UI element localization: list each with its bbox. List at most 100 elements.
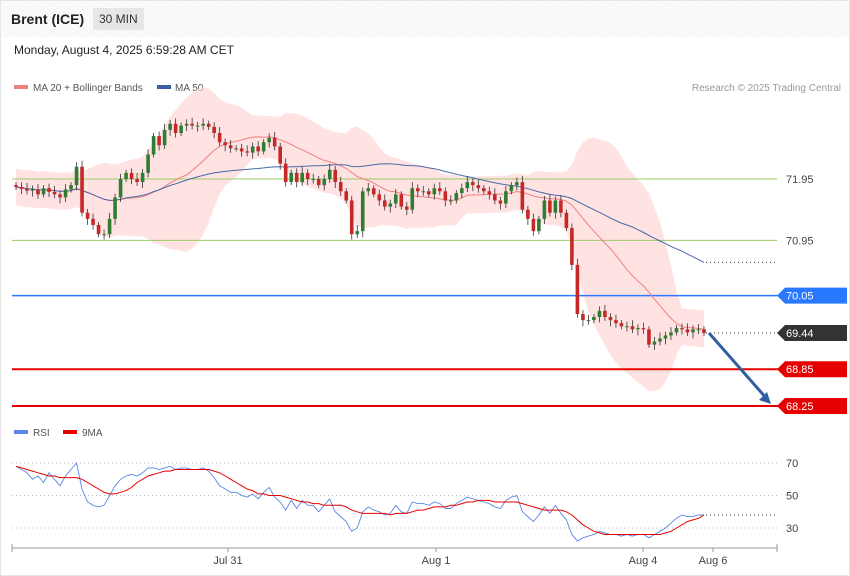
candle bbox=[41, 185, 46, 198]
candle bbox=[680, 323, 684, 335]
candle-body bbox=[685, 329, 690, 333]
candle-body bbox=[454, 193, 459, 201]
candle-body bbox=[96, 225, 101, 235]
candle bbox=[267, 133, 271, 148]
candle bbox=[663, 331, 668, 345]
instrument-title: Brent (ICE) bbox=[11, 11, 85, 27]
candle-body bbox=[421, 191, 426, 193]
candle bbox=[162, 123, 167, 150]
candle bbox=[597, 306, 602, 323]
candle-body bbox=[289, 172, 293, 183]
candle-body bbox=[256, 146, 260, 152]
candle bbox=[36, 184, 40, 199]
time-axis: Jul 31 Aug 1 Aug 4 Aug 6 bbox=[11, 544, 778, 567]
candle bbox=[30, 185, 35, 197]
candle-body bbox=[674, 328, 679, 333]
candle-body bbox=[399, 194, 404, 207]
candle bbox=[63, 184, 68, 202]
level-labels: 71.95 70.95 70.05 69.44 68.85 68.25 bbox=[777, 174, 847, 414]
candle-body bbox=[625, 326, 629, 328]
candle bbox=[366, 182, 371, 196]
x-tick-label: Aug 6 bbox=[699, 555, 728, 567]
candles bbox=[14, 117, 706, 350]
candle bbox=[25, 182, 29, 195]
candle-body bbox=[647, 329, 651, 345]
candle bbox=[421, 185, 426, 196]
arrow-shaft bbox=[707, 332, 769, 400]
candle-body bbox=[184, 123, 189, 126]
rsi-tick-label: 70 bbox=[786, 458, 798, 470]
candle bbox=[278, 142, 282, 170]
candle-body bbox=[575, 264, 580, 314]
candle bbox=[355, 225, 360, 239]
candle-body bbox=[300, 172, 305, 183]
candle-body bbox=[460, 188, 464, 194]
candle bbox=[256, 141, 260, 156]
candle bbox=[250, 142, 255, 159]
candle-body bbox=[294, 172, 299, 183]
candle-body bbox=[531, 218, 536, 232]
candle bbox=[47, 183, 51, 198]
rsi-panel: 70 50 30 bbox=[12, 458, 798, 542]
candle-body bbox=[388, 203, 393, 207]
candle bbox=[658, 332, 662, 346]
candle bbox=[498, 196, 503, 210]
candle bbox=[471, 178, 475, 192]
x-tick-label: Aug 4 bbox=[629, 555, 658, 567]
candle bbox=[316, 175, 321, 189]
candle bbox=[272, 131, 277, 151]
candle-body bbox=[217, 132, 222, 143]
candle-body bbox=[63, 189, 68, 198]
candle bbox=[58, 190, 62, 204]
candle bbox=[630, 320, 635, 334]
candle bbox=[140, 169, 145, 189]
candle bbox=[74, 162, 79, 191]
candle bbox=[449, 195, 453, 206]
candle-body bbox=[509, 185, 514, 192]
candle-body bbox=[619, 323, 624, 327]
candle-body bbox=[113, 197, 117, 219]
candle-body bbox=[702, 329, 706, 333]
header-bar: Brent (ICE) 30 MIN bbox=[1, 1, 849, 37]
candle bbox=[311, 173, 316, 184]
candle-body bbox=[360, 191, 365, 232]
candle bbox=[201, 118, 205, 131]
candle-body bbox=[234, 148, 238, 150]
candle-body bbox=[663, 335, 668, 339]
candle bbox=[289, 169, 293, 186]
level-tag-pivot bbox=[777, 287, 847, 304]
candle-body bbox=[355, 231, 360, 235]
candle-body bbox=[432, 188, 437, 195]
candle bbox=[173, 118, 178, 138]
candle-body bbox=[305, 172, 310, 179]
candle bbox=[19, 182, 24, 195]
candle bbox=[537, 215, 541, 235]
candle-body bbox=[173, 123, 178, 133]
candle-body bbox=[267, 137, 271, 143]
legend-swatch-9ma bbox=[63, 430, 77, 434]
candle-body bbox=[548, 200, 552, 213]
candle-body bbox=[493, 194, 497, 201]
rsi-tick-label: 30 bbox=[786, 523, 798, 535]
candle bbox=[438, 182, 442, 196]
candle bbox=[85, 208, 90, 225]
candle-body bbox=[415, 188, 420, 192]
candle bbox=[107, 212, 112, 239]
candle-body bbox=[371, 188, 376, 195]
candle-body bbox=[382, 200, 387, 207]
candle-body bbox=[146, 154, 150, 173]
candle bbox=[360, 187, 365, 238]
candle-body bbox=[58, 194, 62, 198]
candle bbox=[212, 122, 216, 139]
moving-averages bbox=[15, 136, 777, 330]
candle-body bbox=[636, 328, 640, 330]
timeframe-button[interactable]: 30 MIN bbox=[93, 8, 144, 30]
candle bbox=[641, 322, 646, 334]
candle-body bbox=[41, 188, 46, 195]
candle bbox=[96, 221, 101, 238]
candle-body bbox=[19, 186, 24, 189]
candle-body bbox=[564, 212, 569, 229]
candle bbox=[322, 174, 327, 191]
forecast-arrow bbox=[707, 332, 771, 404]
